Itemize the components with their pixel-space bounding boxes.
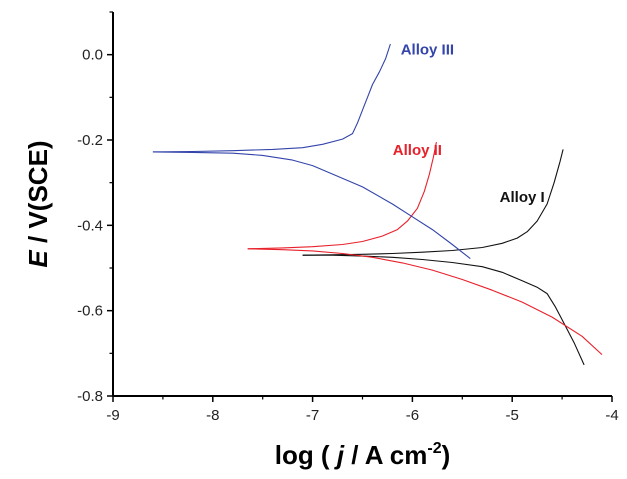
y-ticks: -0.8 -0.6 -0.4 -0.2 0.0 (77, 11, 113, 405)
series-label: Alloy I (500, 189, 545, 206)
x-tick-label: -7 (306, 407, 319, 424)
series-line (247, 141, 437, 250)
x-tick-label: -6 (406, 407, 419, 424)
series-alloy-iii (152, 43, 471, 260)
x-axis-title-variable: j (334, 440, 345, 470)
series-labels: Alloy III Alloy II Alloy I (393, 42, 545, 206)
series-line (152, 151, 471, 260)
y-axis-title-unit: / V(SCE) (23, 140, 53, 250)
x-axis-title-suffix: ) (442, 440, 451, 470)
x-tick-label: -4 (605, 407, 618, 424)
y-axis-title-variable: E (23, 250, 53, 268)
series-line (247, 248, 603, 356)
series-label: Alloy II (393, 142, 442, 159)
y-axis-title: E / V(SCE) (23, 140, 53, 267)
series-line (302, 254, 585, 366)
x-ticks: -9 -8 -7 -6 -5 -4 (106, 396, 619, 424)
x-axis-title-exponent: -2 (427, 440, 441, 457)
series-alloy-ii (247, 141, 603, 356)
series-line (152, 43, 391, 153)
series-label: Alloy III (401, 42, 454, 59)
series-alloy-i (302, 149, 585, 366)
y-tick-label: -0.4 (77, 217, 103, 234)
x-axis-title: log ( j / A cm-2) (275, 440, 451, 470)
y-tick-label: 0.0 (82, 47, 103, 64)
x-axis-title-unit: / A cm (344, 440, 427, 470)
x-tick-label: -9 (106, 407, 119, 424)
y-tick-label: -0.8 (77, 388, 103, 405)
x-axis-title-prefix: log ( (275, 440, 337, 470)
x-tick-label: -8 (206, 407, 219, 424)
y-tick-label: -0.6 (77, 303, 103, 320)
x-tick-label: -5 (506, 407, 519, 424)
y-tick-label: -0.2 (77, 132, 103, 149)
series-lines (152, 43, 603, 366)
series-line (302, 149, 564, 256)
